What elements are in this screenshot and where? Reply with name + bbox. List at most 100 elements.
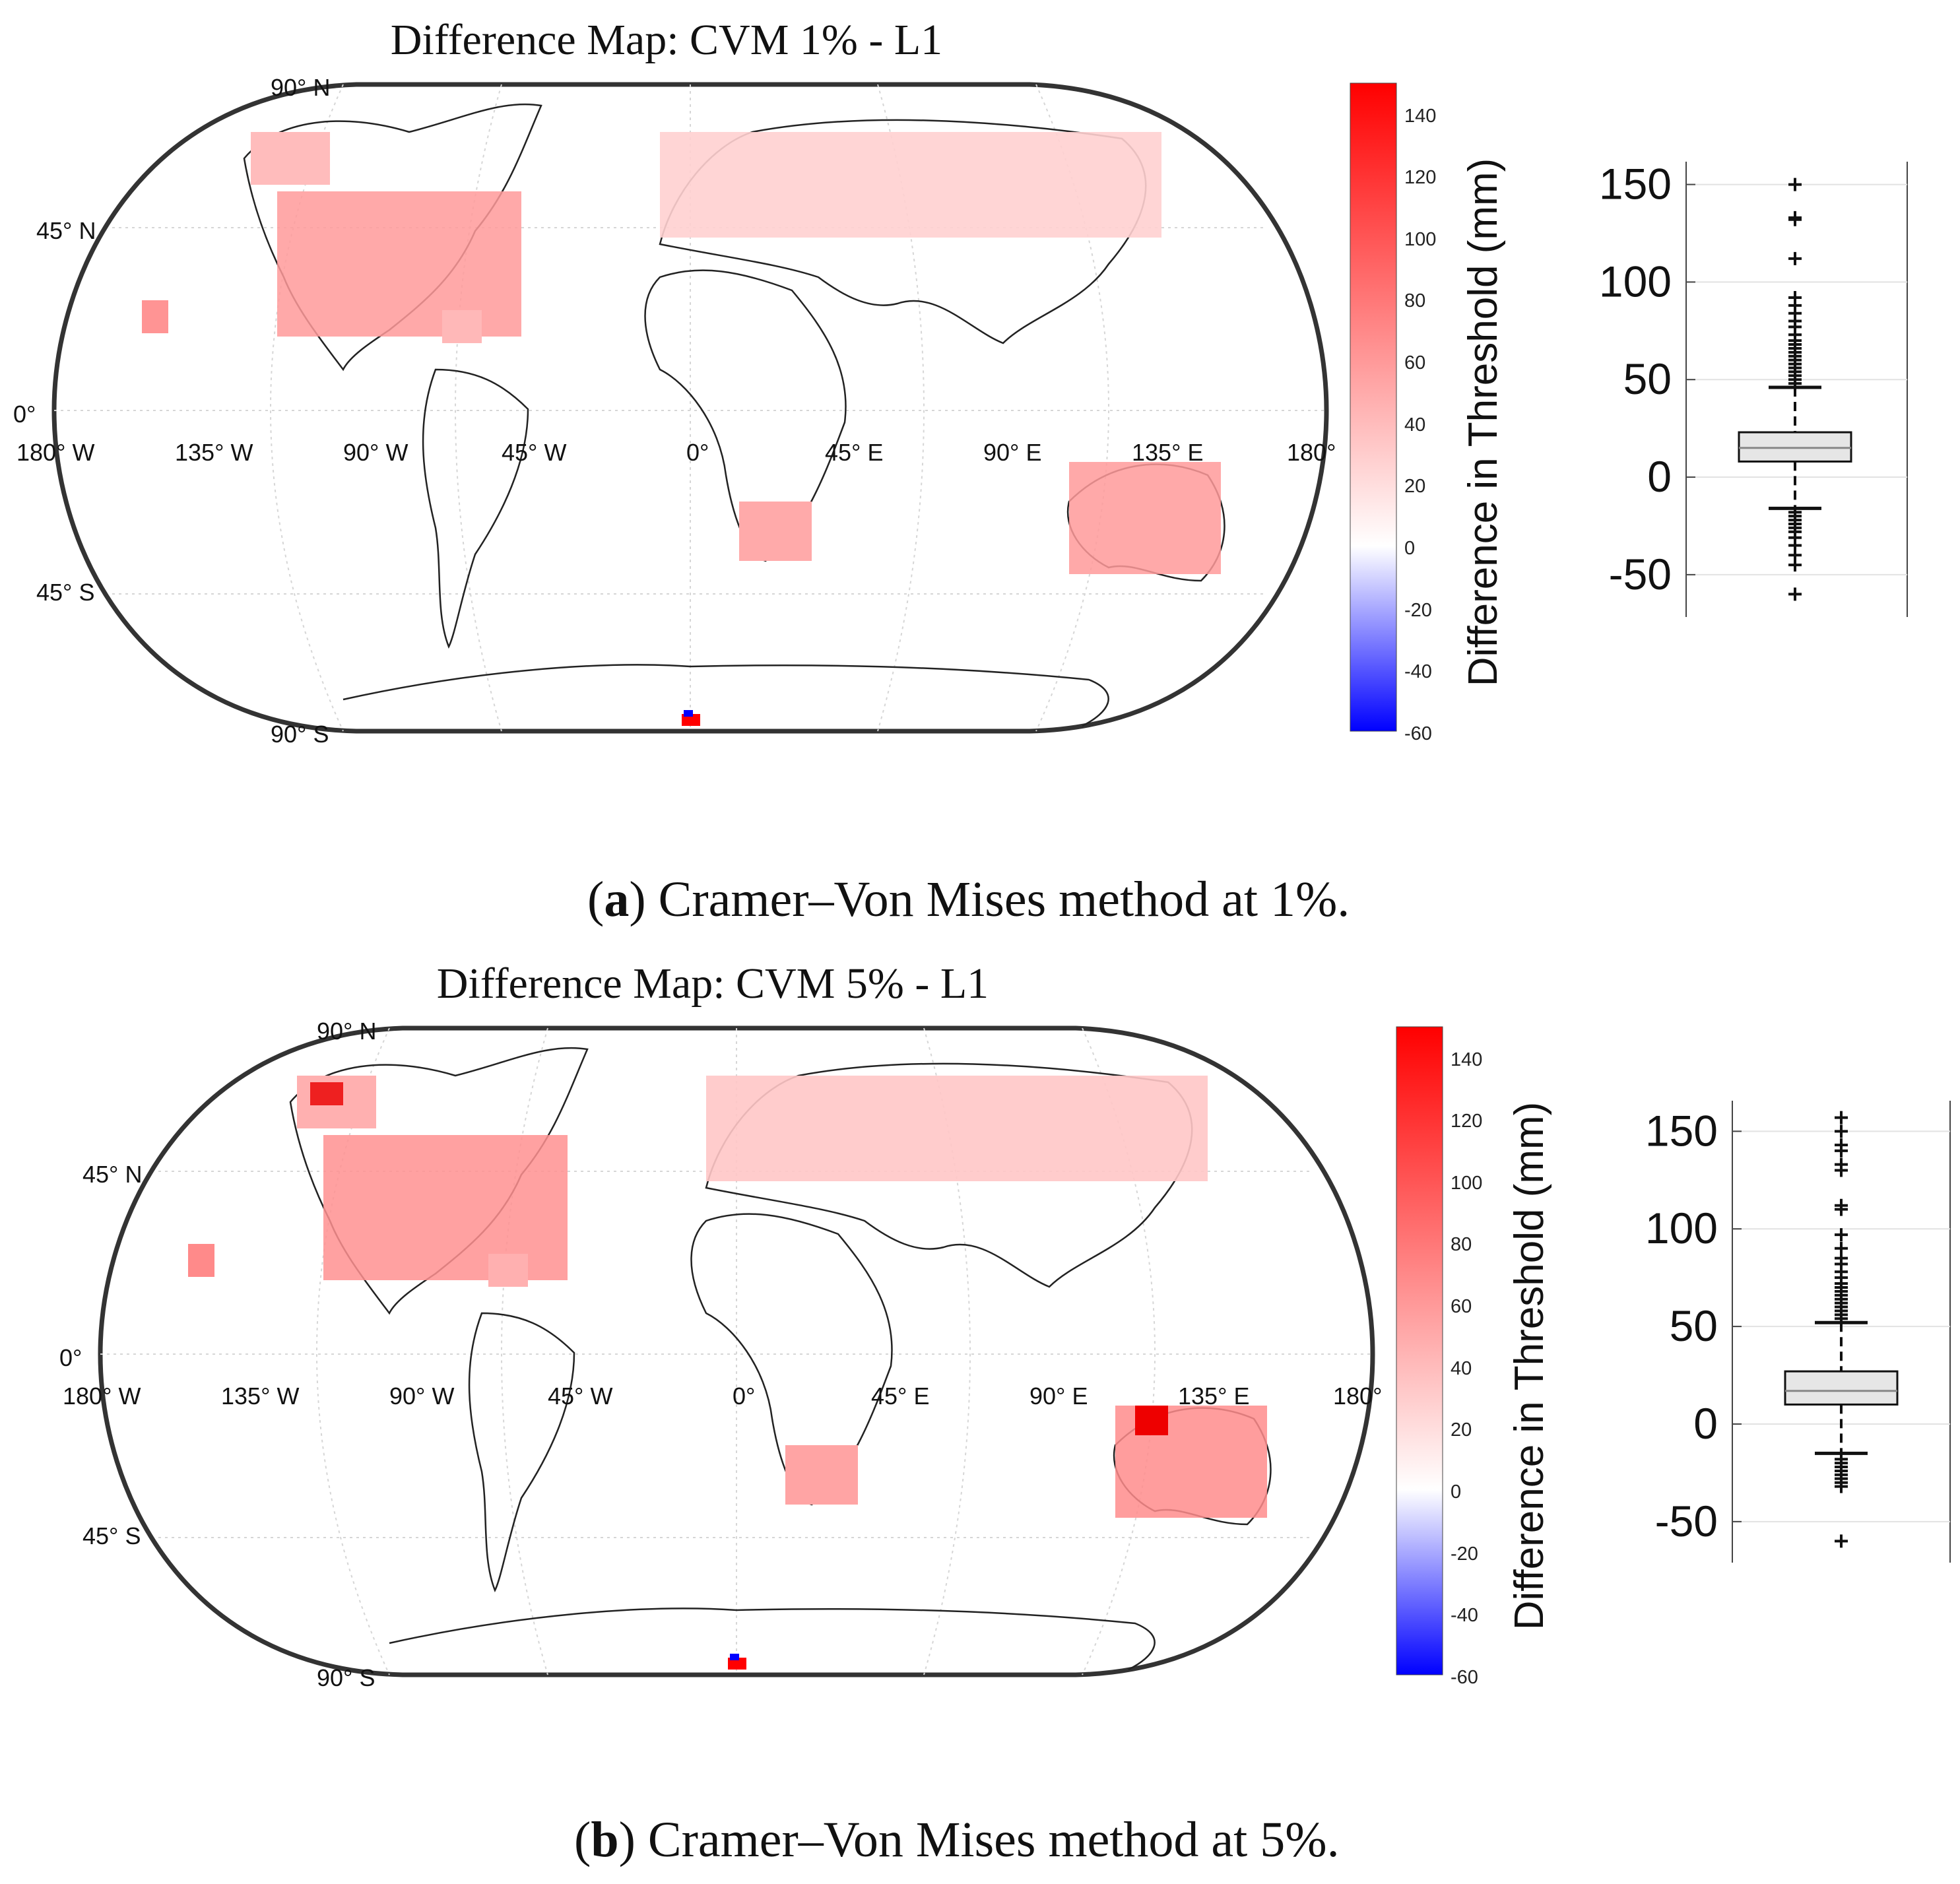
colorbar-tick: 140: [1404, 106, 1436, 127]
lat-label: 90° S: [271, 721, 329, 748]
lon-label: 180° W: [63, 1382, 141, 1410]
ytick-label: 50: [1623, 354, 1672, 403]
outlier-point: [1788, 252, 1802, 265]
cell-australia-hotspot: [1135, 1406, 1168, 1435]
outlier-point: [1788, 558, 1802, 571]
cell-caribbean: [488, 1254, 528, 1287]
ytick-label: 0: [1647, 452, 1672, 501]
cell-antarctica-blue: [684, 710, 693, 717]
ytick-label: -50: [1609, 550, 1672, 599]
caption: (a) Cramer–Von Mises method at 1%.: [587, 871, 1350, 928]
colorbar-tick: 40: [1404, 414, 1425, 436]
ytick-label: 150: [1599, 160, 1672, 209]
cell-southern-africa: [739, 502, 812, 561]
panel-a: Difference Map: CVM 1% - L1: [0, 0, 1960, 937]
colorbar-tick: -60: [1404, 723, 1432, 744]
cell-alaska-hotspot: [310, 1082, 343, 1105]
lon-label: 135° E: [1132, 439, 1203, 466]
cell-europe-asia: [660, 132, 1161, 238]
lon-label: 45° E: [825, 439, 883, 466]
caption-text: Cramer–Von Mises method at 5%.: [648, 1812, 1340, 1868]
lon-label: 135° W: [221, 1382, 299, 1410]
lat-label: 90° N: [271, 74, 330, 101]
lon-label: 90° W: [343, 439, 408, 466]
lat-label: 0°: [59, 1344, 82, 1371]
cell-australia: [1069, 462, 1221, 574]
lon-label: 180° W: [16, 439, 94, 466]
boxplot-ytick-labels: 150 100 50 0 -50: [1645, 1106, 1718, 1545]
lon-label: 180°: [1333, 1382, 1382, 1410]
panel-a-figure: Difference Map: CVM 1% - L1: [0, 0, 1960, 937]
colorbar-tick: 80: [1451, 1234, 1472, 1255]
lon-label: 90° E: [983, 439, 1041, 466]
ytick-label: -50: [1655, 1497, 1718, 1545]
colorbar-tick: -40: [1404, 661, 1432, 682]
colorbar-tick: 80: [1404, 290, 1425, 311]
cell-alaska: [251, 132, 330, 185]
outlier-point: [1835, 1124, 1848, 1138]
lat-label: 90° N: [317, 1018, 376, 1045]
ytick-label: 150: [1645, 1106, 1718, 1155]
colorbar-tick: 20: [1451, 1419, 1472, 1441]
outlier-point: [1835, 1228, 1848, 1241]
colorbar-gradient: [1350, 83, 1396, 731]
world-map: 90° N 45° N 0° 45° S 90° S 180° W 135° W…: [59, 1018, 1382, 1691]
lon-label: 45° E: [871, 1382, 929, 1410]
colorbar-tick: 0: [1451, 1481, 1461, 1503]
boxplot-marks: [1739, 178, 1851, 601]
boxplot: 150 100 50 0 -50: [1645, 1101, 1950, 1563]
colorbar: 140 120 100 80 60 40 20 0 -20 -40 -60 Di…: [1350, 83, 1506, 744]
lon-label: 0°: [686, 439, 709, 466]
lat-label: 90° S: [317, 1664, 375, 1691]
boxplot: 150 100 50 0 -50: [1599, 160, 1907, 617]
colorbar-tick: 40: [1451, 1358, 1472, 1379]
lon-label: 45° W: [548, 1382, 612, 1410]
panel-b: Difference Map: CVM 5% - L1: [0, 944, 1960, 1881]
caption-letter: b: [591, 1812, 618, 1868]
colorbar-tick: 60: [1404, 352, 1425, 374]
colorbar-tick: 140: [1451, 1049, 1482, 1070]
ytick-label: 100: [1645, 1204, 1718, 1252]
colorbar-tick: 0: [1404, 538, 1415, 559]
lat-label: 45° S: [82, 1522, 141, 1549]
cell-north-america: [277, 191, 521, 337]
ytick-label: 0: [1693, 1399, 1718, 1448]
cell-europe-asia: [706, 1076, 1208, 1181]
map-title: Difference Map: CVM 5% - L1: [437, 959, 989, 1008]
map-title: Difference Map: CVM 1% - L1: [391, 16, 942, 64]
colorbar-tick: 100: [1404, 229, 1436, 250]
outlier-point: [1835, 1534, 1848, 1547]
lat-label: 45° N: [82, 1161, 142, 1188]
cell-caribbean: [442, 310, 482, 343]
lon-label: 45° W: [502, 439, 566, 466]
ytick-label: 100: [1599, 257, 1672, 306]
outlier-point: [1788, 213, 1802, 226]
panel-b-figure: Difference Map: CVM 5% - L1: [0, 944, 1960, 1881]
colorbar-label: Difference in Threshold (mm): [1460, 158, 1506, 687]
colorbar-ticks: 140 120 100 80 60 40 20 0 -20 -40 -60: [1451, 1049, 1482, 1688]
colorbar-tick: 120: [1451, 1111, 1482, 1132]
lon-label: 135° E: [1178, 1382, 1249, 1410]
colorbar-tick: 120: [1404, 167, 1436, 188]
colorbar-tick: -20: [1404, 600, 1432, 621]
ytick-label: 50: [1670, 1301, 1718, 1350]
colorbar-tick: 60: [1451, 1296, 1472, 1317]
outlier-point: [1835, 1111, 1848, 1124]
cell-southern-africa: [785, 1445, 858, 1505]
cell-hawaii: [188, 1244, 214, 1277]
lat-label: 45° S: [36, 579, 94, 606]
lon-label: 90° E: [1029, 1382, 1088, 1410]
colorbar-tick: 100: [1451, 1173, 1482, 1194]
colorbar-tick: -60: [1451, 1667, 1478, 1688]
lon-label: 0°: [733, 1382, 755, 1410]
outlier-point: [1788, 587, 1802, 601]
lat-label: 0°: [13, 401, 36, 428]
colorbar: 140 120 100 80 60 40 20 0 -20 -40 -60 Di…: [1396, 1027, 1552, 1688]
box: [1785, 1371, 1897, 1404]
outlier-point: [1788, 178, 1802, 191]
cell-antarctica-blue: [730, 1654, 739, 1660]
colorbar-label: Difference in Threshold (mm): [1507, 1102, 1552, 1631]
cell-hawaii: [142, 300, 168, 333]
boxplot-ytick-labels: 150 100 50 0 -50: [1599, 160, 1672, 599]
boxplot-marks: [1785, 1111, 1897, 1548]
